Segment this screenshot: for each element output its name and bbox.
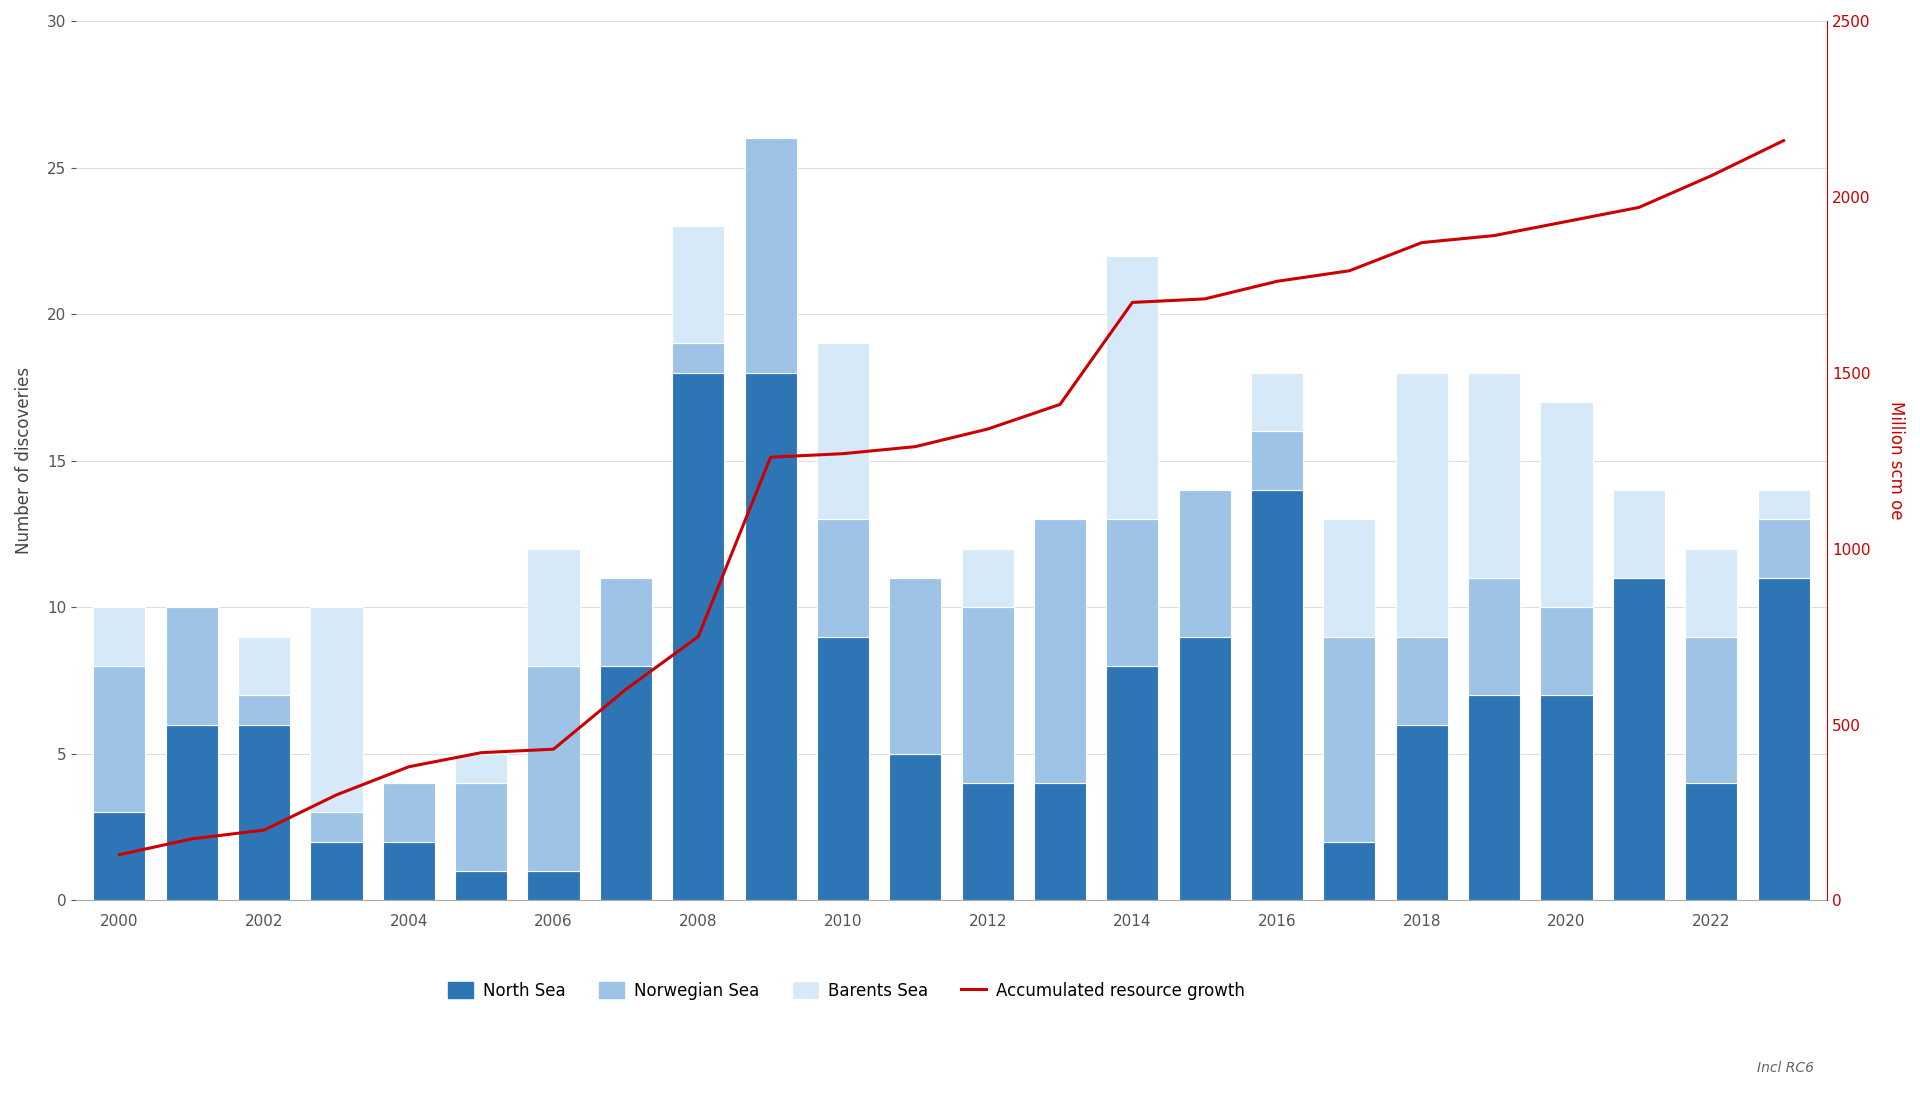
Bar: [599, 666, 653, 900]
Bar: [1396, 636, 1448, 725]
Bar: [1179, 636, 1231, 900]
Bar: [1035, 520, 1087, 783]
Bar: [1396, 725, 1448, 900]
Bar: [1323, 636, 1375, 842]
Bar: [889, 754, 941, 900]
Bar: [1469, 578, 1521, 696]
Bar: [165, 725, 217, 900]
Bar: [1757, 520, 1811, 578]
Bar: [1252, 491, 1304, 900]
Bar: [94, 666, 146, 812]
Y-axis label: Number of discoveries: Number of discoveries: [15, 367, 33, 554]
Legend: North Sea, Norwegian Sea, Barents Sea, Accumulated resource growth: North Sea, Norwegian Sea, Barents Sea, A…: [442, 976, 1252, 1007]
Bar: [528, 871, 580, 900]
Bar: [1540, 696, 1592, 900]
Bar: [1396, 373, 1448, 636]
Bar: [238, 725, 290, 900]
Bar: [528, 549, 580, 666]
Text: Incl RC6: Incl RC6: [1757, 1062, 1814, 1075]
Bar: [1686, 783, 1738, 900]
Bar: [455, 783, 507, 871]
Bar: [672, 226, 724, 344]
Bar: [1757, 491, 1811, 520]
Bar: [1252, 431, 1304, 491]
Bar: [382, 783, 434, 842]
Bar: [1252, 373, 1304, 431]
Bar: [238, 696, 290, 725]
Bar: [94, 812, 146, 900]
Bar: [1469, 696, 1521, 900]
Bar: [1540, 607, 1592, 696]
Bar: [1106, 666, 1158, 900]
Bar: [1179, 491, 1231, 636]
Bar: [1686, 636, 1738, 783]
Bar: [382, 842, 434, 900]
Bar: [672, 373, 724, 900]
Bar: [962, 783, 1014, 900]
Bar: [528, 666, 580, 871]
Bar: [1106, 520, 1158, 666]
Bar: [1469, 373, 1521, 578]
Bar: [1686, 549, 1738, 636]
Bar: [94, 607, 146, 666]
Bar: [1106, 255, 1158, 520]
Bar: [889, 578, 941, 754]
Bar: [311, 812, 363, 842]
Bar: [745, 373, 797, 900]
Bar: [962, 607, 1014, 783]
Bar: [311, 607, 363, 812]
Bar: [455, 754, 507, 783]
Bar: [238, 636, 290, 696]
Y-axis label: Million scm oe: Million scm oe: [1887, 401, 1905, 520]
Bar: [1757, 578, 1811, 900]
Bar: [599, 578, 653, 666]
Bar: [816, 636, 870, 900]
Bar: [1323, 520, 1375, 636]
Bar: [816, 344, 870, 520]
Bar: [962, 549, 1014, 607]
Bar: [745, 138, 797, 373]
Bar: [1035, 783, 1087, 900]
Bar: [311, 842, 363, 900]
Bar: [455, 871, 507, 900]
Bar: [1613, 491, 1665, 578]
Bar: [816, 520, 870, 636]
Bar: [672, 344, 724, 373]
Bar: [1540, 402, 1592, 607]
Bar: [1323, 842, 1375, 900]
Bar: [1613, 578, 1665, 900]
Bar: [165, 607, 217, 725]
